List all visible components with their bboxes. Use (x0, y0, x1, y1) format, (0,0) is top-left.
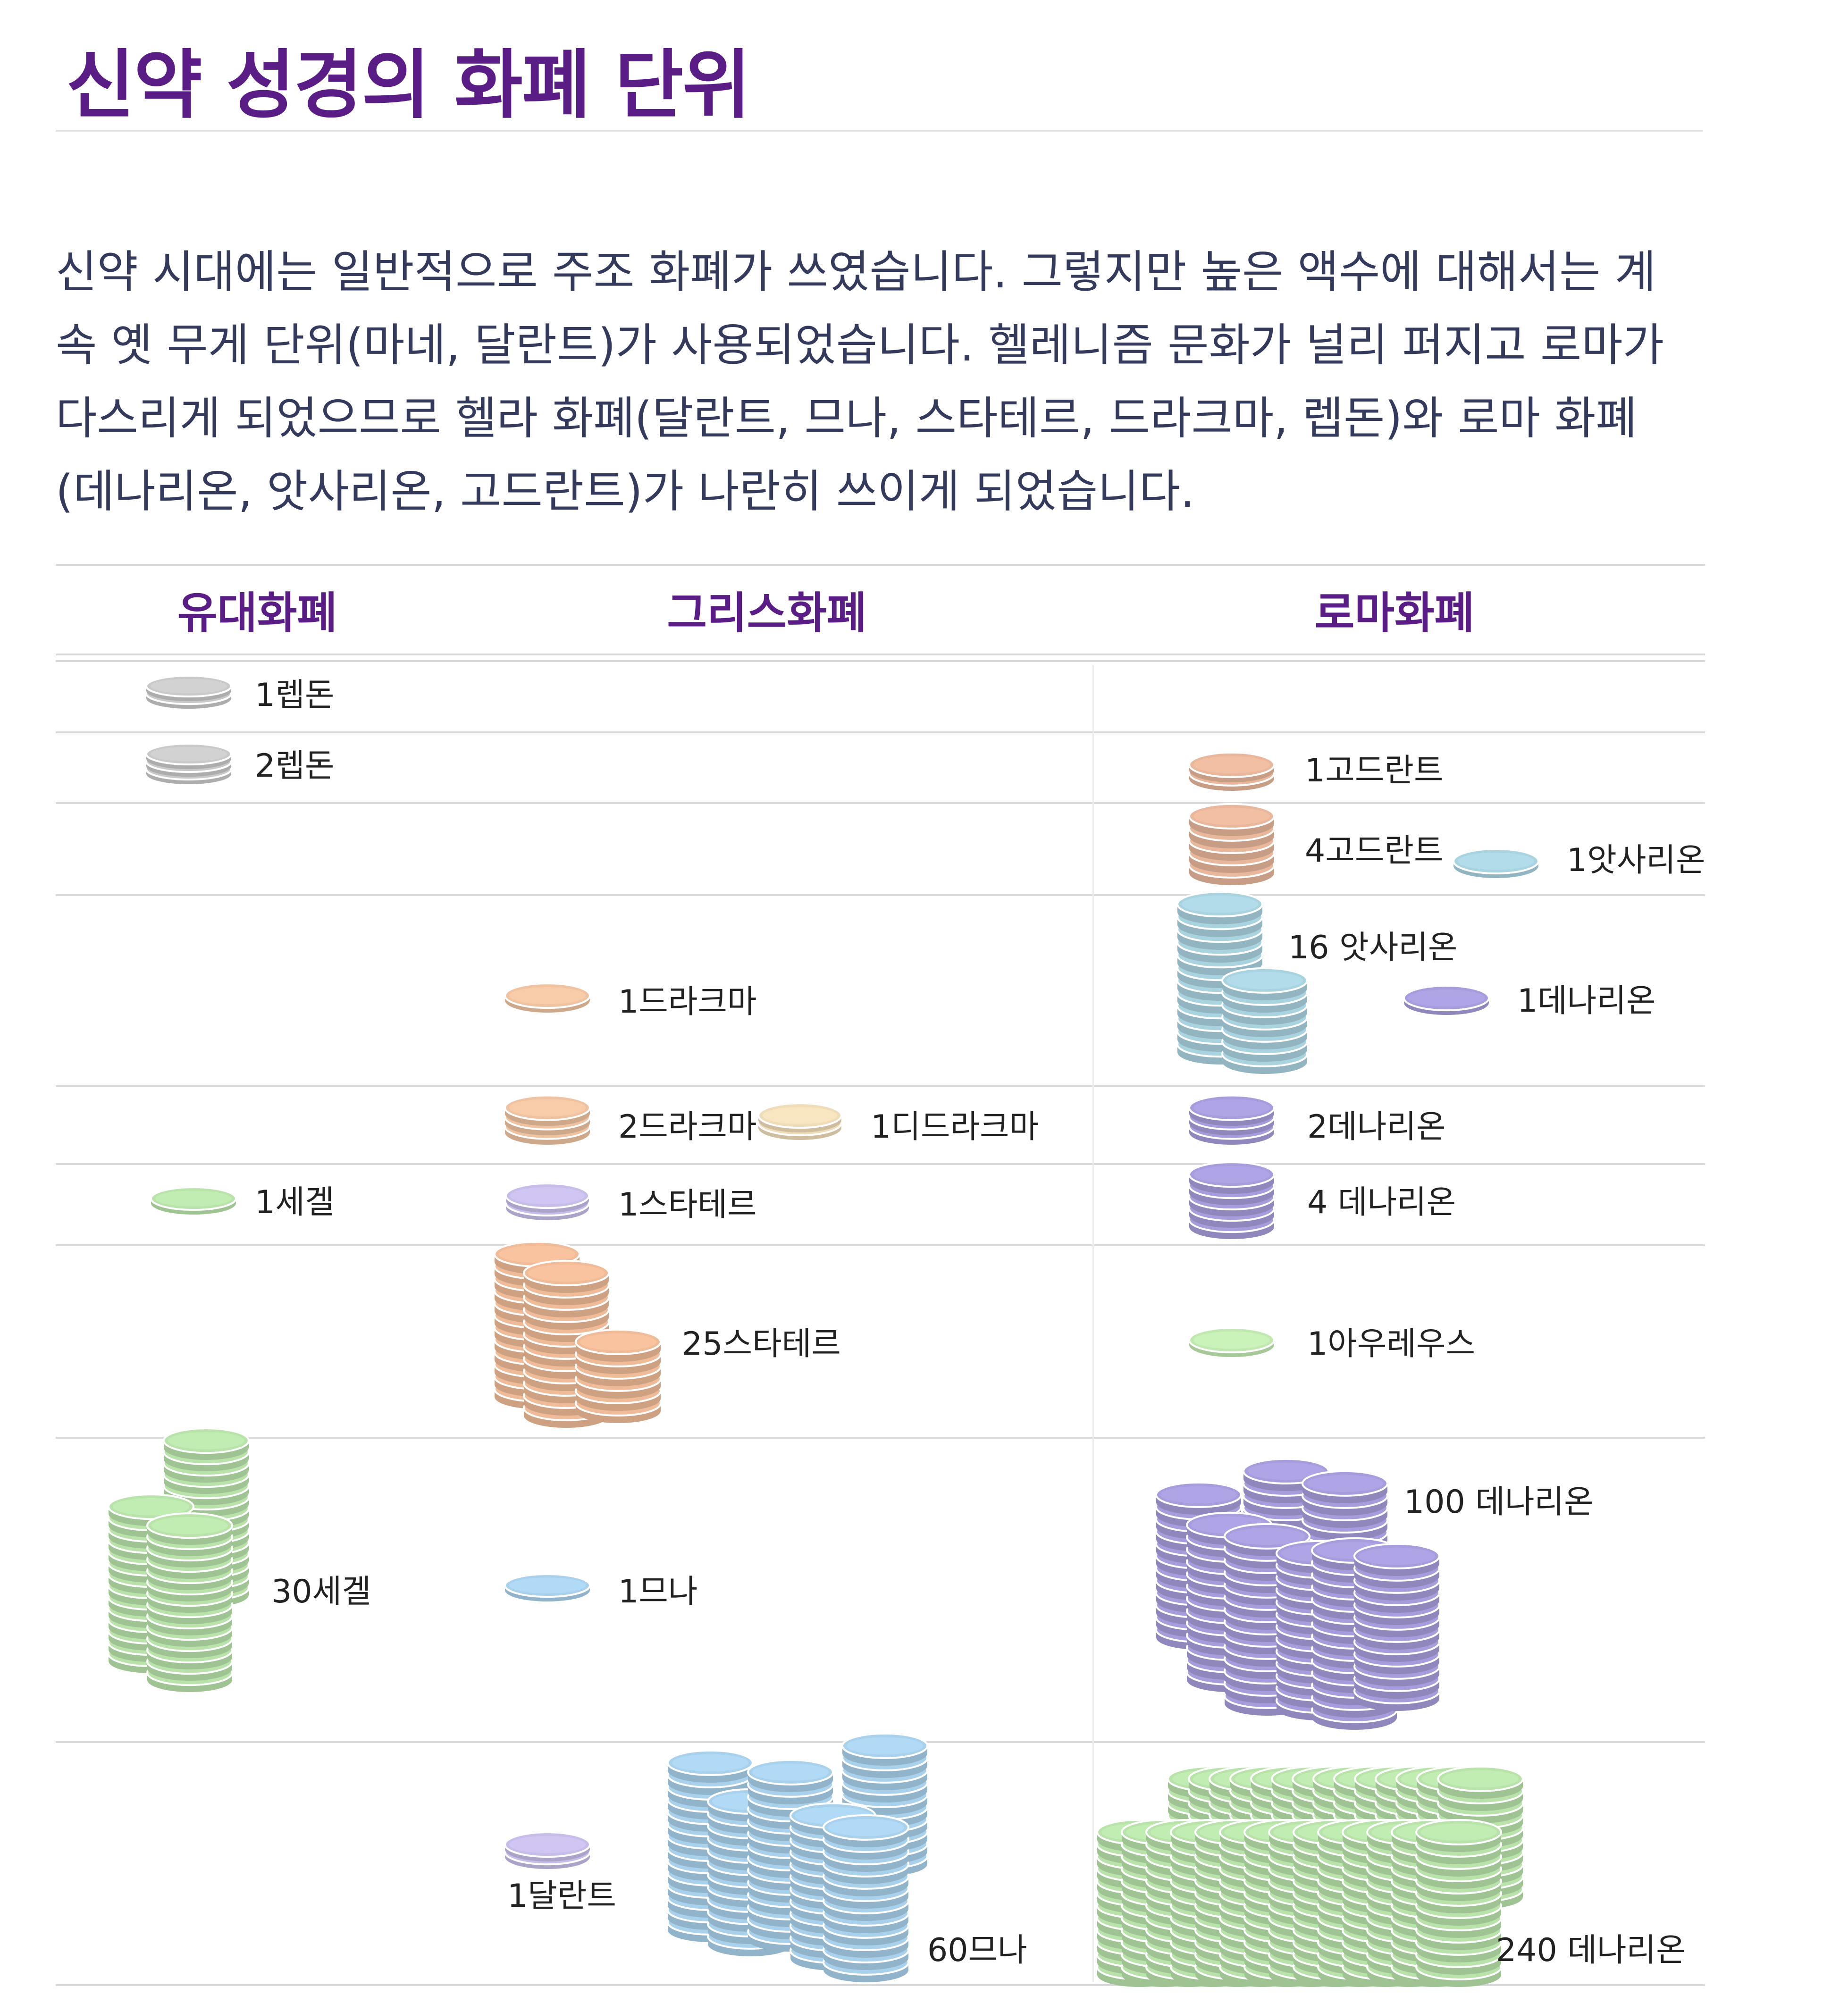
label-1-assarion: 1앗사리온 (1567, 842, 1705, 879)
column-header-greek: 그리스화폐 (667, 588, 867, 638)
coin-1-assarion (1453, 848, 1539, 878)
column-header-roman: 로마화폐 (1314, 588, 1475, 638)
coin-1-lepton (145, 675, 232, 709)
coin-60-mina-f (823, 1814, 909, 1982)
label-30-shekel: 30세겔 (271, 1573, 371, 1610)
column-divider (1092, 665, 1094, 1982)
coin-4-quadrans (1188, 803, 1275, 885)
coin-100-denarius-h (1353, 1543, 1440, 1711)
row-divider (56, 1244, 1705, 1246)
intro-paragraph: 신약 시대에는 일반적으로 주조 화폐가 쓰였습니다. 그렇지만 높은 액수에 … (56, 236, 1802, 528)
page-title: 신약 성경의 화폐 단위 (66, 42, 751, 129)
coin-2-lepton (145, 743, 232, 784)
label-1-denarius: 1데나리온 (1517, 982, 1656, 1020)
label-2-denarius: 2데나리온 (1307, 1108, 1446, 1146)
coin-2-denarius (1188, 1094, 1275, 1145)
row-divider (56, 1437, 1705, 1439)
intro-line: 속 옛 무게 단위(마네, 달란트)가 사용되었습니다. 헬레니즘 문화가 널리… (56, 319, 1664, 371)
row-divider (56, 894, 1705, 896)
label-1-shekel: 1세겔 (255, 1184, 335, 1221)
label-1-lepton: 1렙돈 (255, 677, 335, 714)
label-1-quadrans: 1고드란트 (1305, 752, 1444, 789)
label-1-drachma: 1드라크마 (618, 983, 757, 1021)
coin-2-drachma (504, 1094, 591, 1145)
intro-line: 다스리게 되었으므로 헬라 화폐(달란트, 므나, 스타테르, 드라크마, 렙돈… (56, 393, 1637, 444)
coin-1-quadrans (1188, 751, 1275, 791)
label-1-didrachma: 1디드라크마 (871, 1108, 1039, 1146)
label-1-mina: 1므나 (618, 1573, 698, 1610)
row-divider (56, 731, 1705, 733)
label-4-denarius: 4 데나리온 (1307, 1184, 1456, 1221)
coin-16-assarion-b (1221, 967, 1308, 1074)
coin-240-denarius-front-13 (1415, 1819, 1502, 1987)
label-60-mina: 60므나 (927, 1932, 1027, 1969)
coin-1-mina (504, 1573, 591, 1601)
coin-4-denarius (1188, 1161, 1275, 1239)
label-2-drachma: 2드라크마 (618, 1108, 757, 1146)
label-2-lepton: 2렙돈 (255, 747, 335, 785)
intro-line: (데나리온, 앗사리온, 고드란트)가 나란히 쓰이게 되었습니다. (56, 466, 1195, 518)
label-1-talent: 1달란트 (507, 1878, 616, 1915)
coin-1-drachma (504, 982, 591, 1013)
coin-25-stater-c (575, 1328, 662, 1423)
intro-line: 신약 시대에는 일반적으로 주조 화폐가 쓰였습니다. 그렇지만 높은 액수에 … (56, 246, 1656, 298)
coin-1-stater (505, 1182, 590, 1220)
coin-1-didrachma (757, 1102, 842, 1140)
label-16-assarion: 16 앗사리온 (1288, 929, 1458, 966)
row-divider (56, 1085, 1705, 1087)
table-header-rule (56, 654, 1705, 662)
coin-1-talent (504, 1831, 591, 1869)
coin-1-denarius (1403, 985, 1490, 1015)
row-divider (56, 1163, 1705, 1165)
label-25-stater: 25스타테르 (682, 1325, 841, 1363)
column-header-jewish: 유대화폐 (177, 588, 337, 638)
label-1-stater: 1스타테르 (618, 1186, 757, 1224)
row-divider (56, 802, 1705, 804)
label-1-aureus: 1아우레우스 (1307, 1325, 1476, 1363)
table-bottom-rule (56, 1984, 1705, 1986)
coin-30-shekel-c (146, 1512, 233, 1692)
label-100-denarius: 100 데나리온 (1404, 1484, 1594, 1521)
title-divider (56, 130, 1703, 132)
table-top-rule (56, 564, 1705, 566)
label-4-quadrans: 4고드란트 (1305, 832, 1444, 870)
coin-1-shekel (150, 1186, 237, 1215)
coin-1-aureus (1188, 1327, 1275, 1357)
label-240-denarius: 240 데나리온 (1496, 1932, 1686, 1969)
